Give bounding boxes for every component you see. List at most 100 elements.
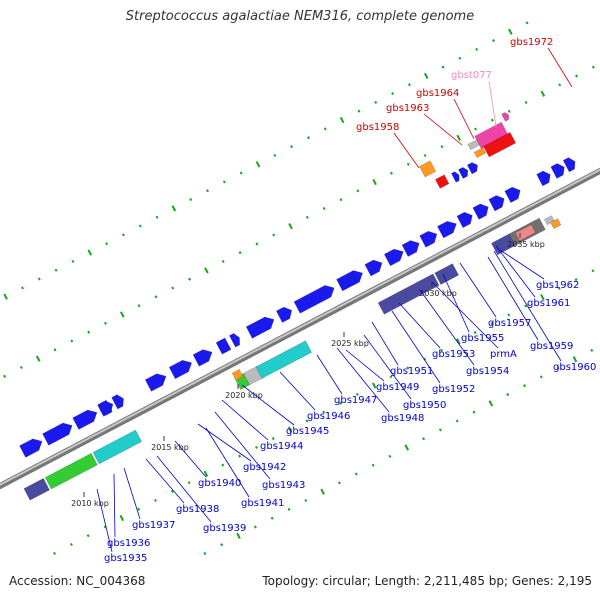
guide-dot: [406, 162, 410, 166]
gene-feature: [458, 167, 469, 179]
leader-line: [499, 249, 545, 280]
guide-dot: [239, 171, 243, 175]
gene-feature: [491, 233, 516, 256]
guide-dot: [221, 259, 225, 264]
leader-line: [398, 302, 441, 349]
gene-label: gbs1943: [262, 480, 305, 491]
guide-dot: [238, 251, 242, 255]
guide-dot: [323, 127, 327, 131]
guide-dot: [372, 178, 377, 186]
guide-dot: [71, 259, 75, 263]
gene-feature: [336, 270, 363, 292]
guide-dot: [490, 322, 494, 326]
gene-feature: [377, 273, 440, 315]
guide-dot: [355, 392, 359, 396]
guide-dot: [339, 198, 343, 202]
accession-text: Accession: NC_004368: [9, 574, 146, 588]
leader-line: [363, 334, 412, 400]
guide-dot: [575, 74, 578, 78]
guide-dot: [204, 267, 209, 274]
gene-label: gbs1946: [307, 411, 350, 422]
guide-dot: [422, 437, 425, 441]
gene-label: gbs1958: [356, 122, 399, 133]
guide-dot: [255, 161, 261, 168]
guide-dot: [203, 470, 209, 477]
guide-dot: [69, 542, 73, 547]
gene-feature: [536, 170, 551, 187]
guide-dot: [203, 551, 207, 556]
leader-line: [391, 310, 441, 384]
leader-line: [214, 411, 271, 480]
gene-feature: [472, 203, 489, 220]
gene-label: gbs1957: [488, 318, 531, 329]
guide-dot: [440, 145, 444, 149]
gene-feature: [192, 349, 213, 367]
guide-dot: [70, 339, 74, 343]
guide-dot: [525, 21, 529, 25]
gene-feature: [562, 157, 576, 173]
gene-feature: [473, 147, 487, 159]
gene-feature: [550, 218, 562, 229]
guide-dot: [540, 90, 546, 97]
scale-tick-label: 2030 kbp: [419, 289, 457, 298]
guide-dot: [388, 454, 392, 458]
gene-features: [19, 112, 576, 501]
guide-dot: [474, 127, 478, 131]
guide-dot: [220, 543, 224, 547]
leader-line: [197, 423, 252, 462]
guide-dot: [492, 39, 495, 43]
guide-dot: [171, 205, 177, 212]
guide-dot: [337, 481, 341, 485]
guide-dot: [407, 83, 411, 87]
gene-label: gbs1949: [376, 382, 419, 393]
gene-feature: [255, 340, 312, 379]
leader-line: [495, 245, 536, 298]
guide-dot: [590, 348, 594, 352]
gene-label: prmA: [490, 349, 517, 360]
guide-dot: [556, 366, 560, 370]
backbone-highlight: [0, 168, 600, 486]
guide-dot: [539, 375, 543, 379]
gene-feature: [450, 171, 460, 183]
leader-line: [113, 473, 116, 538]
leader-line: [205, 427, 250, 498]
guide-dot: [371, 463, 375, 467]
topology-text: Topology: circular; Length: 2,211,485 bp…: [262, 574, 592, 588]
gene-label: gbs1940: [198, 478, 241, 489]
leader-line: [174, 440, 207, 478]
gene-feature: [467, 139, 480, 151]
guide-dot: [304, 498, 308, 503]
guide-dot: [404, 444, 410, 451]
guide-dot: [307, 136, 310, 140]
guide-dot: [37, 277, 41, 281]
gene-label: gbs1941: [241, 498, 284, 509]
leader-line: [487, 256, 539, 341]
guide-dot: [488, 400, 494, 407]
guide-dot: [455, 419, 459, 423]
guide-dot: [356, 189, 360, 193]
guide-dot: [441, 65, 445, 69]
guide-dot: [171, 286, 175, 290]
gene-feature: [419, 230, 438, 248]
guide-dot: [21, 286, 24, 290]
guide-dot: [87, 249, 93, 256]
gene-label: gbs1938: [176, 504, 219, 515]
guide-dot: [271, 437, 275, 441]
guide-dot: [272, 233, 276, 237]
gene-label: gbs1944: [260, 441, 303, 452]
leader-line: [459, 262, 497, 318]
gene-label: gbs1955: [461, 333, 504, 344]
gene-label: gbs1962: [536, 280, 579, 291]
guide-dot: [322, 206, 326, 211]
leader-line: [547, 47, 573, 88]
guide-dot: [506, 393, 510, 397]
guide-dot: [540, 294, 545, 301]
guide-dot: [155, 215, 159, 219]
leader-line: [419, 289, 475, 366]
guide-dot: [137, 304, 141, 308]
scale-tick-label: 2035 kbp: [507, 240, 545, 249]
gene-label: gbs1951: [390, 366, 433, 377]
guide-dot: [558, 83, 562, 87]
